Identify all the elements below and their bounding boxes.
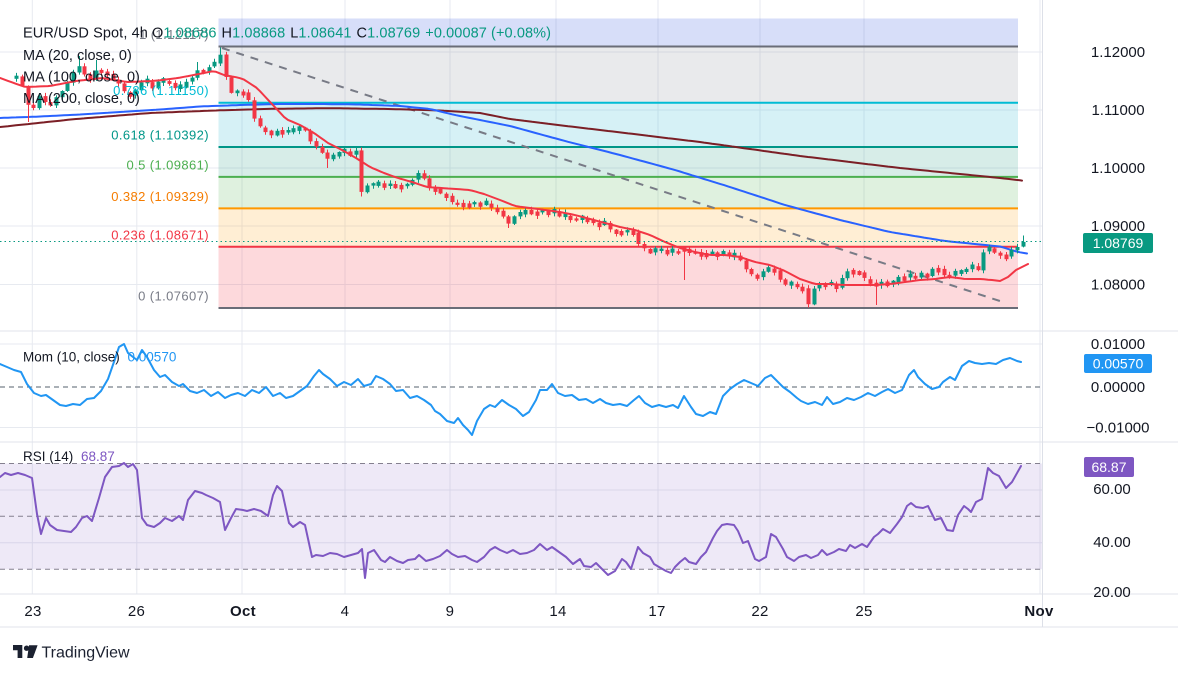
svg-text:0.01000: 0.01000 bbox=[1091, 336, 1145, 353]
svg-text:60.00: 60.00 bbox=[1093, 481, 1131, 498]
svg-text:TradingView: TradingView bbox=[42, 645, 130, 662]
svg-text:1.09000: 1.09000 bbox=[1091, 218, 1145, 235]
svg-text:MA (20, close, 0): MA (20, close, 0) bbox=[23, 48, 132, 64]
svg-text:9: 9 bbox=[446, 603, 455, 620]
svg-text:0.786 (1.11150): 0.786 (1.11150) bbox=[113, 83, 209, 98]
svg-text:MA (100, close, 0): MA (100, close, 0) bbox=[23, 70, 140, 86]
svg-text:0 (1.07607): 0 (1.07607) bbox=[138, 289, 209, 304]
svg-text:0.5 (1.09861): 0.5 (1.09861) bbox=[126, 158, 209, 173]
svg-text:0.618 (1.10392): 0.618 (1.10392) bbox=[111, 128, 209, 143]
svg-text:RSI (14) 68.87: RSI (14) 68.87 bbox=[23, 449, 115, 464]
svg-text:17: 17 bbox=[648, 603, 665, 620]
svg-text:40.00: 40.00 bbox=[1093, 534, 1131, 551]
svg-text:4: 4 bbox=[341, 603, 350, 620]
svg-text:1.10000: 1.10000 bbox=[1091, 160, 1145, 177]
svg-text:Mom (10, close) 0.00570: Mom (10, close) 0.00570 bbox=[23, 350, 176, 365]
svg-text:0.00570: 0.00570 bbox=[1093, 356, 1144, 372]
svg-text:20.00: 20.00 bbox=[1093, 584, 1131, 601]
svg-text:0.00000: 0.00000 bbox=[1091, 379, 1145, 396]
svg-text:1.08769: 1.08769 bbox=[1093, 235, 1144, 251]
svg-text:68.87: 68.87 bbox=[1091, 459, 1126, 475]
svg-text:−0.01000: −0.01000 bbox=[1087, 420, 1150, 437]
svg-text:1.11000: 1.11000 bbox=[1091, 102, 1144, 119]
svg-text:0.382 (1.09329): 0.382 (1.09329) bbox=[111, 189, 209, 204]
svg-text:1.08000: 1.08000 bbox=[1091, 277, 1145, 294]
svg-text:0.236 (1.08671): 0.236 (1.08671) bbox=[111, 227, 209, 242]
svg-text:22: 22 bbox=[751, 603, 768, 620]
svg-text:MA (200, close, 0): MA (200, close, 0) bbox=[23, 91, 140, 107]
svg-text:1 (1.12117): 1 (1.12117) bbox=[139, 27, 209, 42]
svg-text:25: 25 bbox=[855, 603, 872, 620]
svg-text:14: 14 bbox=[549, 603, 566, 620]
svg-text:26: 26 bbox=[128, 603, 145, 620]
svg-text:1.12000: 1.12000 bbox=[1091, 44, 1145, 61]
svg-text:Nov: Nov bbox=[1024, 603, 1054, 620]
svg-text:23: 23 bbox=[24, 603, 41, 620]
svg-text:Oct: Oct bbox=[230, 603, 256, 620]
